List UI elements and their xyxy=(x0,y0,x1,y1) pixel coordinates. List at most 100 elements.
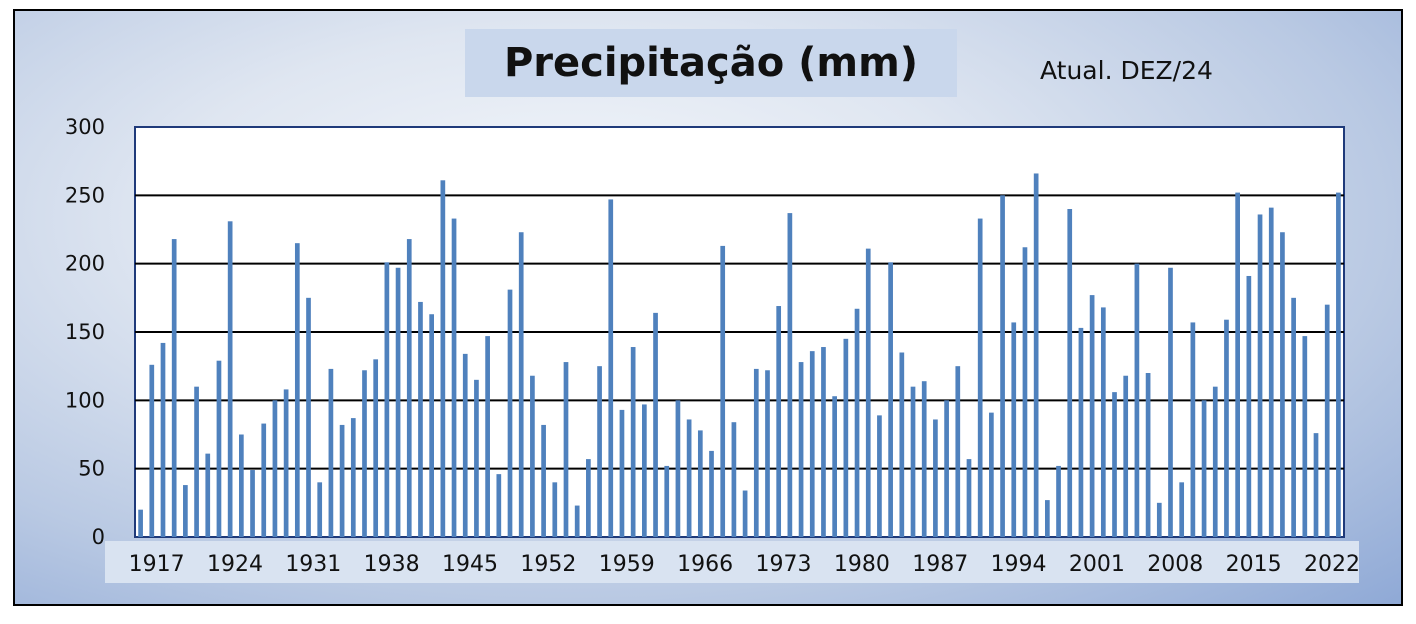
bar-1986 xyxy=(910,386,916,537)
x-tick-label-1952: 1952 xyxy=(520,552,576,577)
bar-1917 xyxy=(138,509,143,537)
bar-1994 xyxy=(1000,195,1005,537)
bar-2020 xyxy=(1291,297,1296,537)
bar-2015 xyxy=(1235,192,1240,537)
bar-1993 xyxy=(989,412,994,537)
bar-1922 xyxy=(194,386,199,537)
bar-2003 xyxy=(1100,307,1106,537)
bar-2009 xyxy=(1168,267,1173,537)
bar-1939 xyxy=(384,262,390,537)
chart-title: Precipitação (mm) xyxy=(503,40,919,86)
bar-1918 xyxy=(149,364,155,537)
y-tick-label: 300 xyxy=(65,115,105,139)
bar-1991 xyxy=(966,459,972,537)
bar-1950 xyxy=(507,289,513,537)
bar-1937 xyxy=(362,370,367,537)
bar-1978 xyxy=(821,347,826,537)
x-tick-label-1973: 1973 xyxy=(755,552,811,577)
bar-1957 xyxy=(586,459,591,537)
bar-1945 xyxy=(451,218,457,537)
bar-1929 xyxy=(272,400,278,537)
bar-1979 xyxy=(832,396,837,537)
y-tick-label: 200 xyxy=(65,252,105,276)
bar-1930 xyxy=(283,389,289,537)
bar-1984 xyxy=(888,262,893,537)
bar-2007 xyxy=(1145,373,1151,537)
bar-1963 xyxy=(653,312,658,537)
bar-2002 xyxy=(1089,295,1095,537)
bar-2014 xyxy=(1224,319,1229,537)
bar-1995 xyxy=(1011,322,1017,537)
x-tick-label-2008: 2008 xyxy=(1147,552,1203,577)
x-tick-label-1987: 1987 xyxy=(912,552,968,577)
bar-1982 xyxy=(865,248,871,537)
bar-2000 xyxy=(1067,209,1073,537)
bar-1998 xyxy=(1045,500,1050,537)
bar-1988 xyxy=(933,419,938,537)
bar-1964 xyxy=(664,465,670,537)
bar-1919 xyxy=(160,342,166,537)
bar-1962 xyxy=(642,404,647,537)
y-tick-label: 150 xyxy=(65,320,105,344)
bar-2019 xyxy=(1280,232,1285,538)
bar-2023 xyxy=(1324,304,1330,537)
bar-2012 xyxy=(1201,400,1207,537)
bar-1960 xyxy=(619,409,625,537)
bar-1921 xyxy=(183,485,188,537)
bar-1935 xyxy=(339,424,345,537)
chart-subtitle: Atual. DEZ/24 xyxy=(1040,56,1213,85)
bar-1999 xyxy=(1056,465,1061,537)
bar-1973 xyxy=(765,370,770,537)
x-tick-label-1994: 1994 xyxy=(991,552,1047,577)
bar-1943 xyxy=(429,314,434,537)
bar-1944 xyxy=(440,180,446,538)
bar-1987 xyxy=(921,381,927,537)
bar-1975 xyxy=(787,213,793,537)
bar-1949 xyxy=(496,474,502,537)
bar-1969 xyxy=(720,245,726,537)
x-tick-label-2001: 2001 xyxy=(1069,552,1125,577)
bar-1989 xyxy=(944,400,949,537)
bar-1990 xyxy=(955,366,961,537)
bar-1965 xyxy=(675,400,681,537)
chart-frame: Precipitação (mm) Atual. DEZ/24 0 50 100 15… xyxy=(13,9,1403,606)
bar-2011 xyxy=(1190,322,1196,537)
x-tick-label-1938: 1938 xyxy=(364,552,420,577)
x-axis-ticks: 1917 1924 1931 1938 1945 1952 1959 1966 1973 1980… xyxy=(129,552,1360,577)
bar-1985 xyxy=(899,352,905,537)
bar-1925 xyxy=(227,221,233,538)
bar-1997 xyxy=(1033,173,1039,537)
bar-1952 xyxy=(530,375,535,537)
bar-1934 xyxy=(328,368,334,537)
bar-1974 xyxy=(776,306,782,537)
bar-1981 xyxy=(854,308,860,537)
bar-1942 xyxy=(418,301,423,537)
bar-1940 xyxy=(395,267,401,537)
bar-1938 xyxy=(373,359,379,537)
grid-lines xyxy=(105,126,1359,583)
bar-1936 xyxy=(350,418,356,537)
bar-1941 xyxy=(406,239,412,537)
x-tick-label-1917: 1917 xyxy=(129,552,185,577)
bar-1996 xyxy=(1022,247,1028,537)
y-tick-label: 250 xyxy=(65,183,105,207)
bar-1926 xyxy=(239,434,244,537)
bar-1948 xyxy=(485,336,490,537)
bar-2024 xyxy=(1336,192,1341,537)
bar-1931 xyxy=(294,243,300,538)
bar-1951 xyxy=(518,232,524,538)
x-tick-label-1980: 1980 xyxy=(834,552,890,577)
bar-2010 xyxy=(1179,482,1185,537)
y-axis-ticks: 0 50 100 150 200 250 300 xyxy=(65,115,105,549)
bar-2013 xyxy=(1212,386,1218,537)
x-tick-label-2015: 2015 xyxy=(1226,552,1282,577)
bar-1958 xyxy=(597,366,602,537)
bar-1928 xyxy=(261,423,267,537)
y-tick-label: 100 xyxy=(65,388,105,412)
bar-1972 xyxy=(753,368,759,537)
x-tick-label-1945: 1945 xyxy=(442,552,498,577)
bar-2016 xyxy=(1246,275,1252,537)
bar-1954 xyxy=(552,482,558,537)
bar-2008 xyxy=(1156,502,1162,537)
